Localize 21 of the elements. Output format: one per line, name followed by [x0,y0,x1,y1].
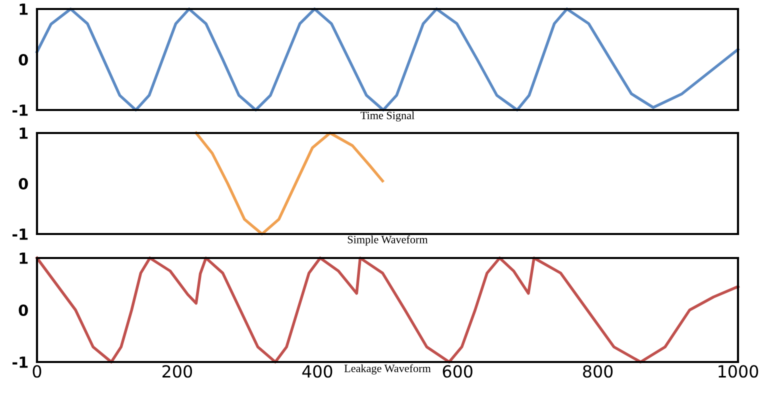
x-tick-label: 800 [583,365,613,378]
y-tick-label: 0 [18,178,28,190]
y-tick-label: 1 [20,4,28,15]
x-axis-title: Simple Waveform [348,235,428,246]
y-tick-label: -1 [12,104,28,116]
y-tick-label: -1 [12,356,28,368]
y-tick-label: -1 [12,228,28,240]
line-series [36,256,740,364]
line-series [194,132,384,236]
y-tick-label: 0 [18,304,28,316]
y-tick-label: 1 [20,128,28,139]
x-axis-title: Leakage Waveform [344,364,431,374]
x-tick-label: 1000 [718,365,758,378]
x-axis-title: Time Signal [360,111,414,122]
x-tick-label: 0 [32,365,42,378]
x-tick-label: 600 [442,365,472,378]
line-series [36,8,740,112]
x-tick-label: 200 [162,365,192,378]
y-tick-label: 0 [18,54,28,66]
x-tick-label: 400 [302,365,332,378]
y-tick-label: 1 [20,252,28,264]
